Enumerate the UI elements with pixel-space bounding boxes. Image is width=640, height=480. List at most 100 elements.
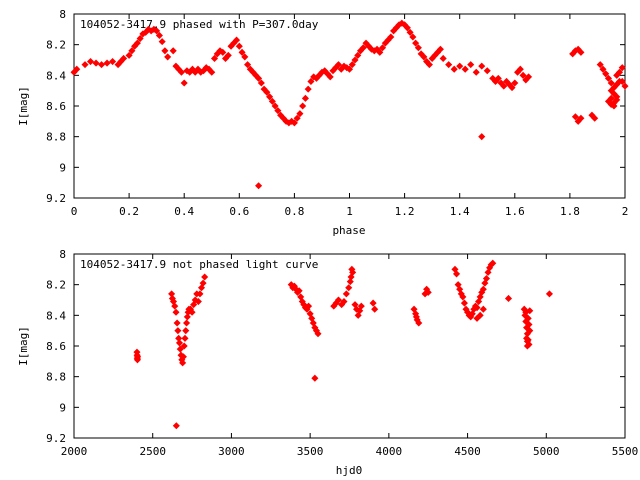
unphased-data-point — [174, 327, 182, 335]
phased-data-point — [169, 47, 177, 55]
phased-data-point — [613, 96, 621, 104]
unphased-data-point — [340, 297, 348, 306]
phased-data-point — [274, 107, 282, 115]
phased-data-point — [577, 114, 585, 122]
phased-data-point — [591, 114, 599, 122]
unphased-data-point — [171, 302, 179, 310]
unphased-data-point — [523, 342, 531, 350]
phased-data-point — [235, 42, 243, 50]
unphased-data-point — [504, 294, 513, 303]
unphased-data-point — [173, 319, 181, 327]
unphased-data-point — [526, 307, 534, 315]
phased-data-point — [244, 61, 252, 69]
phased-data-point — [596, 61, 604, 69]
unphased-x-tick-label: 2000 — [61, 445, 88, 458]
phased-x-tick-label: 0.8 — [284, 205, 304, 218]
phased-data-point — [577, 48, 585, 56]
phased-data-point — [290, 119, 298, 127]
phased-data-point — [241, 53, 249, 61]
phased-data-point — [109, 57, 117, 66]
unphased-data-point — [482, 274, 490, 283]
phased-data-point — [516, 65, 524, 73]
phased-y-tick-label: 8.4 — [46, 69, 66, 82]
unphased-data-point — [349, 268, 357, 276]
unphased-data-point — [346, 278, 354, 286]
phased-data-point — [348, 61, 356, 69]
phased-data-point — [334, 61, 343, 69]
unphased-data-point — [479, 285, 487, 293]
unphased-y-axis-label: I[mag] — [17, 326, 30, 366]
unphased-data-point — [172, 422, 180, 430]
phased-point-group — [70, 19, 629, 190]
phased-data-point — [177, 68, 185, 76]
unphased-data-point — [412, 313, 420, 321]
phased-y-tick-label: 8.8 — [46, 131, 66, 144]
phased-data-point — [293, 114, 301, 122]
phased-data-point — [158, 38, 166, 46]
unphased-data-point — [194, 297, 202, 306]
unphased-data-point — [175, 334, 183, 342]
phased-data-point — [125, 51, 133, 59]
unphased-chart-title: 104052-3417.9 not phased light curve — [80, 258, 318, 271]
phased-data-point — [224, 51, 232, 59]
phased-data-point — [412, 39, 420, 47]
phased-data-point — [304, 85, 312, 93]
phased-data-point — [153, 27, 161, 35]
phased-x-tick-label: 2 — [622, 205, 629, 218]
phased-data-point — [257, 79, 265, 87]
phased-data-point — [219, 48, 227, 56]
unphased-data-point — [134, 353, 142, 361]
phased-data-point — [461, 65, 469, 73]
unphased-data-point — [424, 288, 432, 296]
phased-data-point — [456, 62, 464, 70]
unphased-data-point — [168, 290, 176, 298]
phased-data-point — [602, 70, 610, 78]
phased-data-point — [615, 68, 624, 76]
phased-data-point — [301, 94, 309, 102]
phased-data-point — [618, 77, 626, 86]
unphased-data-point — [180, 342, 188, 350]
phased-data-point — [406, 28, 414, 36]
phased-data-point — [445, 61, 453, 69]
phased-data-point — [164, 53, 172, 61]
phased-data-point — [621, 82, 629, 90]
unphased-data-point — [314, 330, 322, 338]
phased-data-point — [610, 102, 618, 110]
unphased-data-point — [196, 290, 204, 298]
unphased-y-tick-label: 8 — [59, 248, 66, 261]
phased-data-point — [255, 74, 263, 82]
unphased-data-point — [183, 319, 191, 327]
phased-data-point — [268, 97, 276, 105]
phased-data-point — [354, 51, 362, 59]
unphased-data-point — [369, 299, 377, 307]
phased-data-point — [233, 36, 241, 44]
phased-y-axis-label: I[mag] — [17, 86, 30, 126]
phased-data-point — [351, 56, 359, 64]
unphased-data-point — [524, 314, 532, 322]
phased-data-point — [98, 61, 106, 69]
phased-data-point — [73, 65, 81, 73]
unphased-x-tick-label: 2500 — [139, 445, 166, 458]
phased-data-point — [403, 24, 411, 32]
phased-data-point — [86, 57, 95, 66]
phased-data-point — [307, 77, 315, 86]
unphased-x-tick-label: 3500 — [297, 445, 324, 458]
phased-data-point — [604, 74, 613, 82]
phased-data-point — [436, 45, 444, 53]
phased-x-axis-label: phase — [332, 224, 365, 237]
phased-y-tick-label: 8.6 — [46, 100, 66, 113]
unphased-y-tick-label: 8.4 — [46, 309, 66, 322]
unphased-data-point — [181, 334, 189, 342]
phased-data-point — [133, 39, 141, 47]
unphased-data-point — [523, 337, 531, 345]
phased-data-point — [103, 59, 111, 67]
phased-data-point — [136, 34, 144, 43]
unphased-data-point — [473, 304, 481, 312]
phased-data-point — [425, 61, 433, 69]
unphased-data-point — [489, 259, 497, 267]
unphased-data-point — [305, 302, 313, 310]
phased-data-point — [483, 67, 491, 75]
unphased-y-tick-label: 8.2 — [46, 279, 66, 292]
phased-data-point — [500, 82, 508, 90]
unphased-y-tick-label: 9.2 — [46, 432, 66, 445]
